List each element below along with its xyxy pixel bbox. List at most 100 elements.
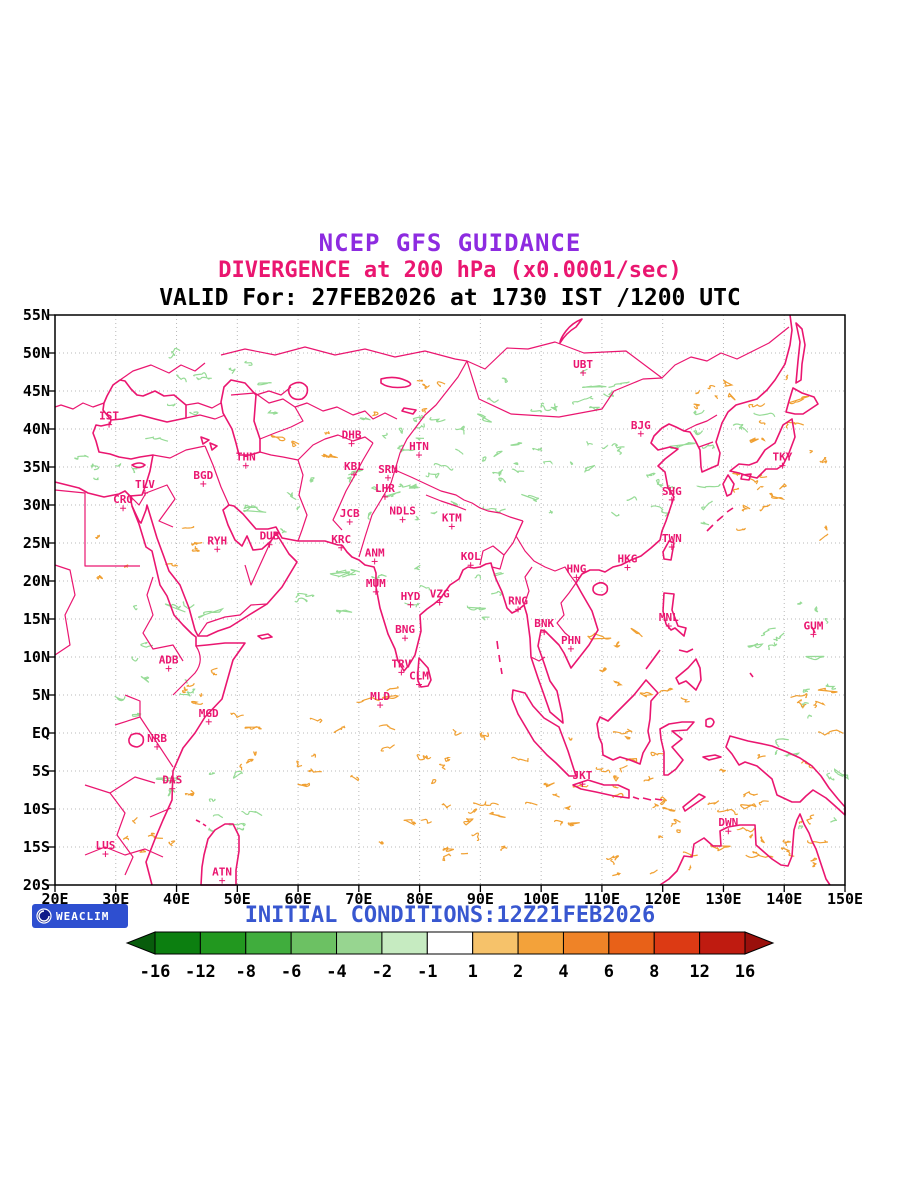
city-label-ANM: ANM — [365, 546, 385, 565]
colorbar-tick-label: 4 — [558, 962, 568, 982]
y-tick-label: 35N — [22, 458, 50, 476]
city-label-TLV: TLV — [135, 478, 155, 497]
city-label-JCB: JCB — [340, 507, 360, 525]
city-label-text: DUB — [260, 530, 280, 543]
city-label-text: KTM — [442, 511, 462, 524]
x-tick-label: 70E — [345, 890, 373, 908]
colorbar-tick-label: -8 — [236, 962, 256, 982]
city-label-DWN: DWN — [718, 816, 738, 835]
city-label-text: HTN — [409, 440, 429, 453]
colorbar-tick-label: 8 — [649, 962, 659, 982]
city-label-text: JCB — [340, 507, 360, 520]
x-tick-label: 40E — [162, 890, 191, 908]
x-tick-label: 130E — [705, 890, 742, 908]
chart-title-field: DIVERGENCE at 200 hPa (x0.0001/sec) — [218, 258, 682, 283]
city-label-text: BJG — [631, 419, 651, 432]
city-label-text: JKT — [573, 769, 593, 782]
divergence-contours-orange — [652, 754, 769, 859]
city-label-text: SRN — [378, 463, 398, 476]
city-label-text: ATN — [212, 866, 232, 879]
divergence-contours-green — [481, 447, 638, 514]
divergence-contours-orange — [790, 687, 844, 769]
city-label-text: MNL — [659, 611, 679, 624]
colorbar-segment — [608, 931, 655, 955]
x-tick-label: 50E — [223, 890, 251, 908]
city-label-UBT: UBT — [573, 358, 593, 376]
city-label-text: KBL — [344, 460, 364, 473]
city-label-RYH: RYH — [207, 534, 227, 553]
city-label-text: CRO — [113, 493, 133, 506]
city-label-RNG: RNG — [508, 594, 528, 613]
x-tick-label: 110E — [583, 890, 620, 908]
y-tick-label: 20N — [22, 572, 50, 590]
divergence-contours-green — [243, 477, 315, 534]
colorbar-segment — [517, 931, 564, 955]
y-tick-label: EQ — [31, 724, 50, 742]
divergence-contours-orange — [122, 789, 195, 853]
colorbar-tick-label: -16 — [140, 962, 171, 982]
y-tick-label: 5N — [31, 686, 50, 704]
y-tick-label: 45N — [22, 382, 50, 400]
city-label-text: DWN — [718, 816, 738, 829]
city-label-HTN: HTN — [409, 440, 429, 459]
y-tick-label: 10S — [22, 800, 50, 818]
city-label-VZG: VZG — [430, 587, 450, 606]
city-label-ATN: ATN — [212, 866, 232, 884]
colorbar-tick-label: -6 — [281, 962, 301, 982]
colorbar-segment — [426, 931, 474, 955]
colorbar-segment — [653, 931, 701, 955]
map-frame — [54, 314, 846, 886]
city-label-text: HKG — [618, 553, 638, 566]
divergence-contours-green — [166, 347, 279, 416]
city-label-text: HYD — [401, 590, 421, 603]
city-label-ADB: ADB — [159, 654, 179, 672]
chart-title-model: NCEP GFS GUIDANCE — [318, 229, 582, 257]
city-label-text: SHG — [662, 485, 682, 498]
city-label-text: MGD — [199, 707, 219, 720]
y-tick-label: 25N — [22, 534, 50, 552]
axis-ticks — [48, 314, 846, 892]
city-label-text: LHR — [375, 482, 395, 495]
city-label-text: THN — [236, 451, 256, 464]
divergence-contours-green — [114, 601, 225, 717]
city-label-text: IST — [99, 410, 119, 423]
colorbar-tick-label: 6 — [604, 962, 614, 982]
x-tick-label: 90E — [466, 890, 494, 908]
city-label-BNG: BNG — [395, 623, 415, 642]
divergence-contours-orange — [587, 627, 690, 703]
x-tick-label: 150E — [826, 890, 864, 908]
colorbar: -16 -12 -8 -6 -4 -2 -1 1 2 4 6 8 12 16 — [125, 931, 775, 982]
city-label-DHB: DHB — [342, 429, 362, 447]
divergence-contours-green — [74, 436, 169, 481]
x-tick-label: 20E — [41, 890, 69, 908]
city-label-CLM: CLM — [409, 670, 429, 688]
city-label-text: KOL — [461, 550, 481, 563]
city-label-text: TLV — [135, 478, 155, 491]
city-label-text: RNG — [508, 594, 528, 607]
city-label-PHN: PHN — [561, 634, 581, 652]
city-label-KRC: KRC — [331, 533, 351, 551]
colorbar-arrow-right — [744, 931, 775, 955]
initial-conditions-text: INITIAL CONDITIONS:12Z21FEB2026 — [244, 903, 656, 928]
x-tick-label: 140E — [766, 890, 803, 908]
city-label-text: DHB — [342, 429, 362, 442]
city-label-GUM: GUM — [803, 619, 824, 638]
city-label-KOL: KOL — [461, 550, 481, 569]
city-label-MUM: MUM — [366, 577, 386, 595]
city-label-text: PHN — [561, 634, 581, 647]
x-tick-label: 30E — [102, 890, 130, 908]
city-label-text: RYH — [207, 534, 227, 547]
city-label-HYD: HYD — [401, 590, 421, 608]
colorbar-segment — [381, 931, 428, 955]
divergence-contours-orange — [431, 731, 589, 827]
divergence-contours-green — [294, 569, 387, 614]
divergence-contours-orange — [736, 790, 828, 868]
city-label-text: NRB — [147, 732, 167, 745]
city-label-KTM: KTM — [442, 511, 462, 530]
y-tick-label: 20S — [22, 876, 50, 894]
x-tick-label: 80E — [406, 890, 434, 908]
city-label-text: GUM — [803, 619, 823, 632]
chart-titles: NCEP GFS GUIDANCE DIVERGENCE at 200 hPa … — [0, 229, 900, 312]
city-label-text: HNG — [566, 562, 586, 575]
city-label-text: BGD — [193, 469, 213, 482]
